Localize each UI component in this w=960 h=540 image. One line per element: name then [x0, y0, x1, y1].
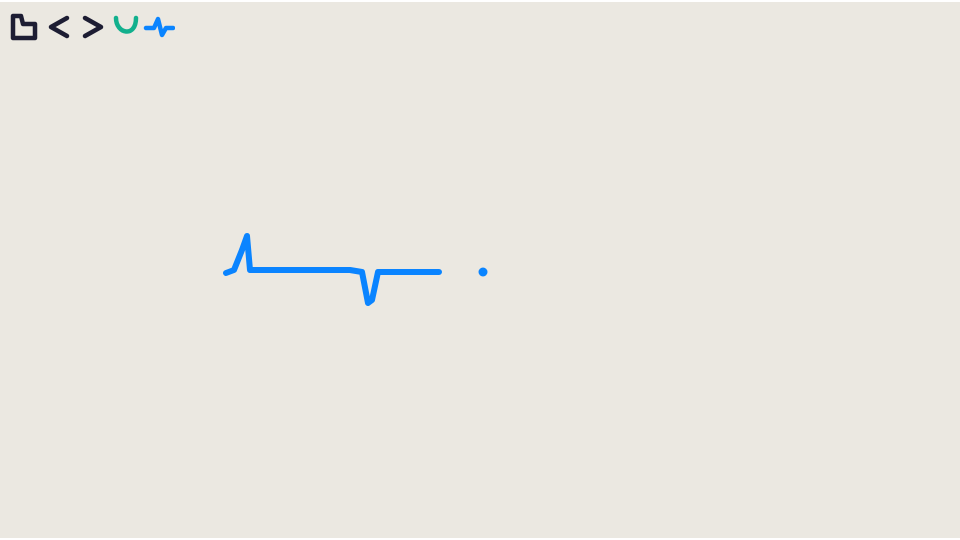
new-page-button[interactable]: [6, 10, 42, 44]
curve-tool-button[interactable]: [110, 10, 142, 44]
pulse-tool-button[interactable]: [142, 10, 176, 44]
curve-icon: [113, 15, 139, 34]
toolbar: [6, 10, 176, 44]
chevron-right-icon: [82, 15, 104, 39]
redo-button[interactable]: [76, 10, 110, 44]
pulse-icon: [143, 16, 175, 38]
chevron-left-icon: [48, 15, 70, 39]
undo-button[interactable]: [42, 10, 76, 44]
page-icon: [10, 13, 38, 41]
